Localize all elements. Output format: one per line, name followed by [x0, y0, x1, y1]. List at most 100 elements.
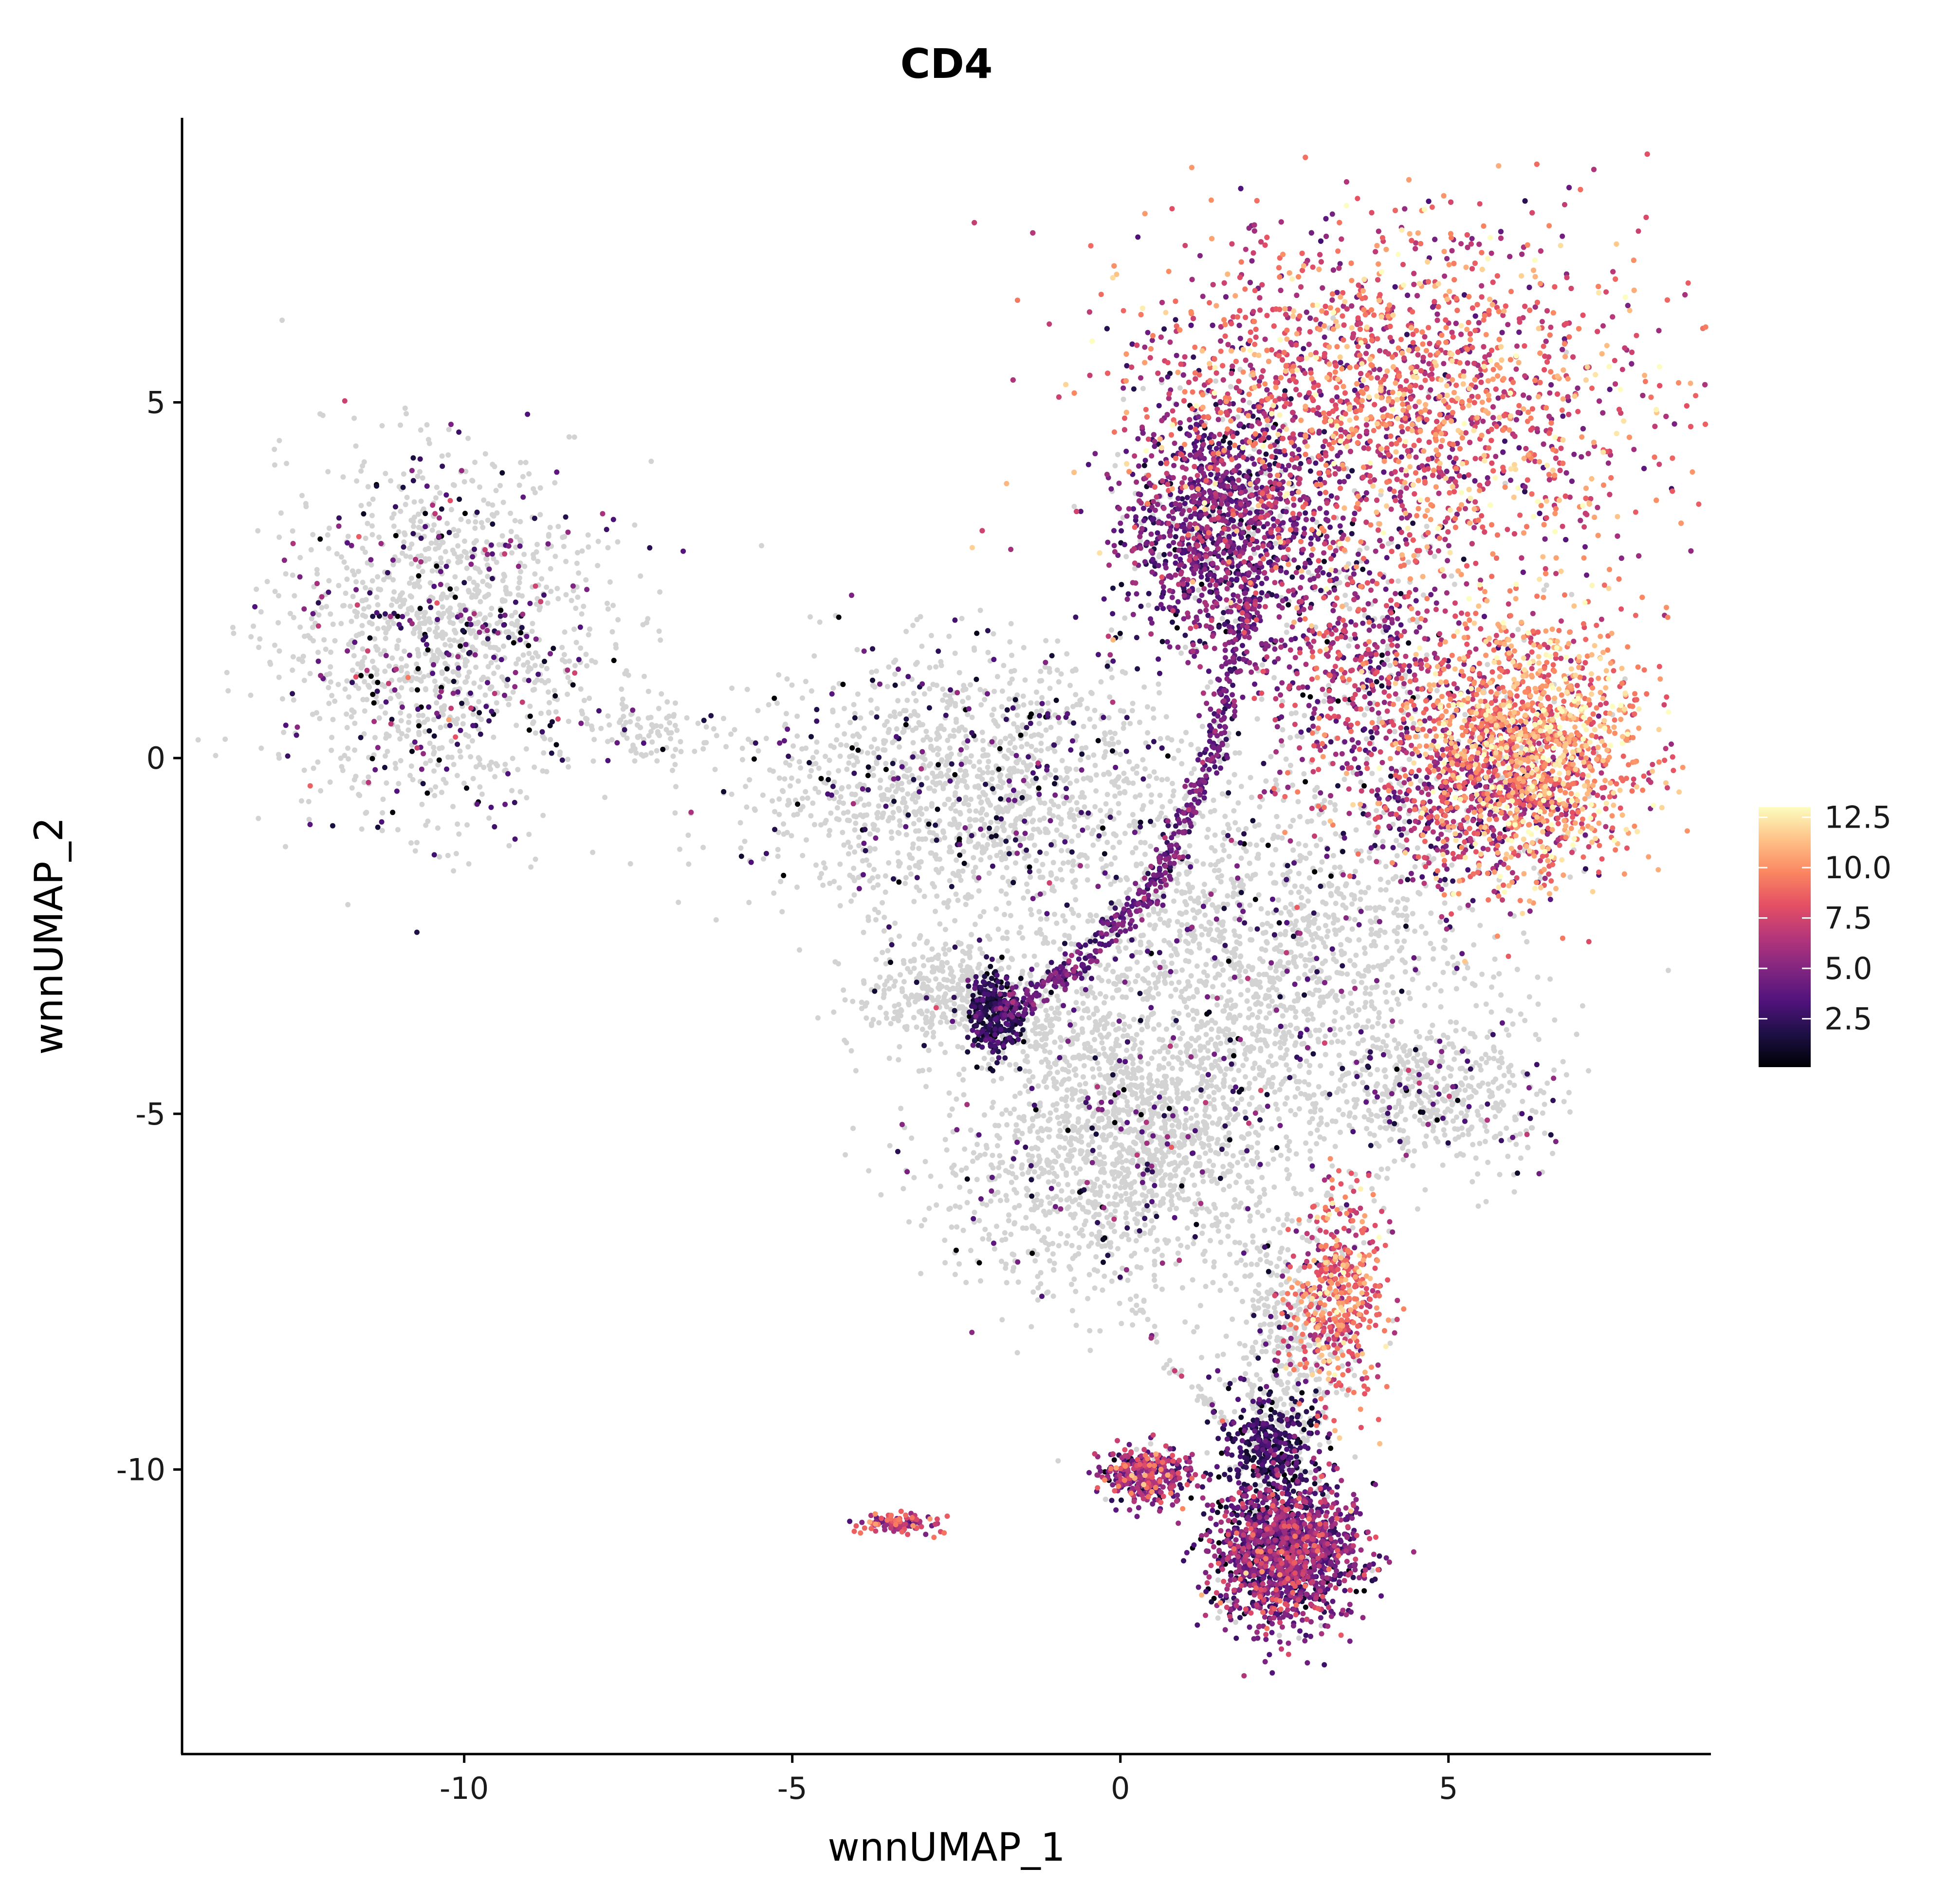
data-point-unexpressed [303, 501, 309, 506]
data-point-unexpressed [1146, 783, 1151, 789]
data-point-unexpressed [1260, 922, 1265, 927]
data-point-unexpressed [383, 636, 388, 641]
data-point-unexpressed [348, 604, 353, 609]
data-point-unexpressed [1351, 1081, 1357, 1087]
data-point-unexpressed [1107, 742, 1112, 747]
data-point-unexpressed [1004, 865, 1010, 870]
data-point-unexpressed [290, 573, 295, 578]
data-point-unexpressed [963, 902, 969, 907]
data-point-unexpressed [1422, 1052, 1427, 1057]
data-point-unexpressed [987, 855, 992, 860]
data-point-unexpressed [455, 773, 460, 778]
data-point-unexpressed [1415, 694, 1420, 700]
data-point-unexpressed [1295, 734, 1300, 739]
data-point-unexpressed [1147, 774, 1152, 779]
data-point-unexpressed [583, 716, 588, 721]
data-point-unexpressed [866, 918, 871, 923]
data-point-unexpressed [1162, 979, 1167, 984]
data-point-unexpressed [485, 501, 491, 506]
data-point-unexpressed [831, 745, 837, 750]
data-point-unexpressed [1375, 1021, 1380, 1026]
data-point-unexpressed [460, 713, 466, 719]
data-point-unexpressed [572, 434, 577, 440]
data-point-unexpressed [362, 708, 367, 714]
data-point-unexpressed [978, 857, 984, 863]
data-point-unexpressed [668, 736, 673, 741]
data-point-unexpressed [445, 755, 451, 760]
data-point-unexpressed [828, 811, 833, 816]
data-point-unexpressed [1442, 901, 1448, 906]
data-point-unexpressed [1260, 959, 1266, 964]
data-point-unexpressed [641, 622, 646, 628]
data-point-unexpressed [389, 655, 395, 661]
data-point-unexpressed [451, 527, 457, 532]
data-point-unexpressed [1102, 831, 1107, 836]
data-point-unexpressed [363, 550, 368, 555]
data-point-unexpressed [1055, 667, 1060, 673]
data-point-unexpressed [1350, 1008, 1355, 1014]
data-point-unexpressed [881, 794, 886, 799]
data-point-unexpressed [377, 715, 382, 721]
data-point-unexpressed [934, 893, 939, 899]
data-point-unexpressed [764, 736, 769, 741]
data-point-unexpressed [1249, 1179, 1254, 1184]
data-point-unexpressed [1038, 800, 1043, 805]
data-point-unexpressed [1189, 973, 1194, 979]
data-point-unexpressed [336, 583, 341, 588]
data-point-unexpressed [276, 752, 281, 757]
data-point-unexpressed [1299, 895, 1304, 900]
data-point-unexpressed [510, 756, 515, 761]
data-point-unexpressed [885, 684, 890, 689]
data-point-unexpressed [386, 664, 392, 669]
data-point-unexpressed [902, 881, 908, 886]
data-point-unexpressed [824, 818, 829, 823]
data-point-unexpressed [1029, 912, 1034, 917]
data-point-unexpressed [1004, 930, 1010, 935]
data-point-unexpressed [1303, 843, 1308, 848]
data-point-unexpressed [972, 874, 977, 880]
data-point-unexpressed [1262, 1191, 1267, 1197]
data-point-unexpressed [1196, 588, 1201, 593]
data-point-unexpressed [1009, 621, 1014, 627]
data-point-unexpressed [1310, 1116, 1315, 1121]
data-point-unexpressed [515, 767, 520, 772]
data-point-unexpressed [488, 767, 493, 772]
data-point-unexpressed [1038, 748, 1044, 753]
data-point-unexpressed [511, 689, 516, 695]
data-point-unexpressed [992, 843, 997, 848]
data-point-unexpressed [1387, 663, 1393, 668]
data-point-unexpressed [1255, 716, 1260, 721]
data-point-unexpressed [732, 727, 737, 732]
data-point-unexpressed [1202, 912, 1208, 918]
data-point-unexpressed [1491, 1056, 1497, 1061]
data-point-unexpressed [1205, 684, 1210, 690]
data-point-unexpressed [478, 599, 483, 604]
data-point-unexpressed [343, 591, 349, 596]
data-point-unexpressed [1007, 681, 1012, 686]
data-point-unexpressed [272, 643, 277, 648]
data-point-unexpressed [782, 776, 788, 782]
data-point-unexpressed [1395, 997, 1400, 1002]
data-point-unexpressed [1062, 801, 1067, 806]
data-point-unexpressed [439, 652, 444, 657]
data-point-unexpressed [794, 885, 800, 890]
data-point-unexpressed [1462, 976, 1467, 981]
data-point-unexpressed [1067, 683, 1073, 688]
data-point-unexpressed [602, 795, 607, 800]
data-point-unexpressed [366, 484, 371, 489]
data-point-unexpressed [908, 713, 914, 719]
data-point-unexpressed [855, 647, 860, 652]
data-point-unexpressed [1106, 979, 1111, 984]
data-point-unexpressed [401, 471, 406, 477]
data-point-unexpressed [1231, 1003, 1236, 1008]
data-point-unexpressed [1413, 864, 1418, 869]
data-point-unexpressed [494, 560, 499, 565]
data-point-unexpressed [947, 849, 952, 854]
data-point-unexpressed [363, 585, 368, 591]
data-point-unexpressed [1111, 832, 1116, 837]
data-point-unexpressed [620, 697, 625, 702]
data-point-unexpressed [932, 884, 937, 889]
data-point-unexpressed [1165, 776, 1170, 782]
data-point-unexpressed [394, 644, 400, 649]
data-point-unexpressed [808, 614, 813, 620]
